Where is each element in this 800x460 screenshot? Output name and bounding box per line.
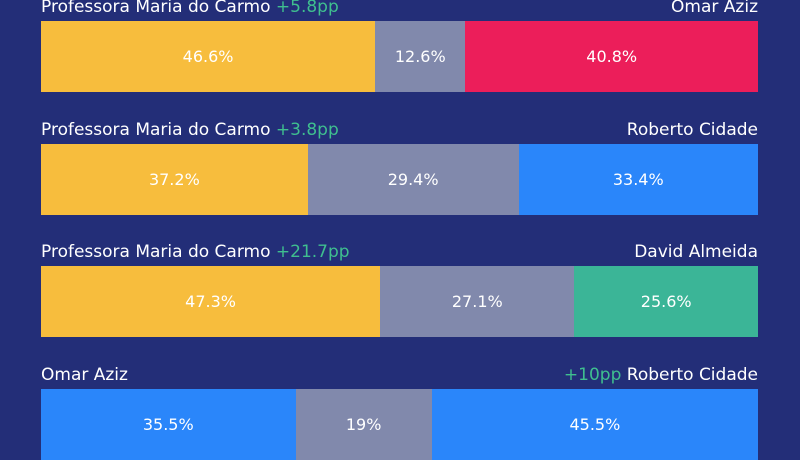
matchup-1: Professora Maria do Carmo +5.8pp Omar Az… bbox=[41, 0, 758, 92]
matchup-header: Professora Maria do Carmo +5.8pp Omar Az… bbox=[41, 0, 758, 21]
segment-value-label: 29.4% bbox=[387, 170, 439, 189]
segment-value-label: 45.5% bbox=[569, 415, 621, 434]
left-candidate-name: Professora Maria do Carmo bbox=[41, 242, 271, 262]
matchup-header: Professora Maria do Carmo +21.7pp David … bbox=[41, 236, 758, 266]
bar-segment-right-candidate: 25.6% bbox=[574, 266, 758, 337]
stacked-bar: 47.3% 27.1% 25.6% bbox=[41, 266, 758, 337]
stacked-bar: 35.5% 19% 45.5% bbox=[41, 389, 758, 460]
segment-value-label: 47.3% bbox=[185, 292, 236, 311]
bar-segment-right-candidate: 33.4% bbox=[518, 144, 758, 215]
left-candidate-label: Professora Maria do Carmo +3.8pp bbox=[41, 120, 339, 140]
right-candidate-label: David Almeida bbox=[634, 242, 758, 262]
bar-segment-right-candidate: 45.5% bbox=[431, 389, 758, 460]
left-candidate-label: Omar Aziz bbox=[41, 365, 128, 385]
bar-segment-left-candidate: 46.6% bbox=[41, 21, 376, 92]
bar-segment-undecided: 29.4% bbox=[307, 144, 519, 215]
right-candidate-name: Roberto Cidade bbox=[626, 365, 758, 385]
segment-value-label: 40.8% bbox=[586, 47, 638, 66]
left-candidate-name: Omar Aziz bbox=[41, 365, 128, 385]
segment-value-label: 12.6% bbox=[394, 47, 446, 66]
stacked-bar: 37.2% 29.4% 33.4% bbox=[41, 144, 758, 215]
bar-segment-undecided: 19% bbox=[295, 389, 432, 460]
left-candidate-label: Professora Maria do Carmo +5.8pp bbox=[41, 0, 339, 17]
bar-segment-undecided: 27.1% bbox=[380, 266, 575, 337]
matchup-2: Professora Maria do Carmo +3.8pp Roberto… bbox=[41, 114, 758, 215]
bar-segment-left-candidate: 47.3% bbox=[41, 266, 381, 337]
left-candidate-label: Professora Maria do Carmo +21.7pp bbox=[41, 242, 350, 262]
lead-margin: +5.8pp bbox=[275, 0, 339, 17]
segment-value-label: 27.1% bbox=[451, 292, 503, 311]
segment-value-label: 37.2% bbox=[148, 170, 200, 189]
right-candidate-name: David Almeida bbox=[634, 242, 758, 262]
bar-segment-right-candidate: 40.8% bbox=[465, 21, 758, 92]
left-candidate-name: Professora Maria do Carmo bbox=[41, 120, 271, 140]
bar-segment-left-candidate: 37.2% bbox=[41, 144, 308, 215]
matchup-3: Professora Maria do Carmo +21.7pp David … bbox=[41, 236, 758, 337]
stacked-bar: 46.6% 12.6% 40.8% bbox=[41, 21, 758, 92]
bar-segment-left-candidate: 35.5% bbox=[41, 389, 296, 460]
segment-value-label: 35.5% bbox=[142, 415, 194, 434]
segment-value-label: 25.6% bbox=[640, 292, 692, 311]
right-candidate-name: Omar Aziz bbox=[671, 0, 758, 17]
bar-segment-undecided: 12.6% bbox=[375, 21, 466, 92]
lead-margin: +3.8pp bbox=[275, 120, 339, 140]
lead-margin: +21.7pp bbox=[275, 242, 350, 262]
segment-value-label: 46.6% bbox=[182, 47, 234, 66]
segment-value-label: 33.4% bbox=[612, 170, 664, 189]
segment-value-label: 19% bbox=[345, 415, 382, 434]
right-candidate-label: +10pp Roberto Cidade bbox=[564, 365, 758, 385]
left-candidate-name: Professora Maria do Carmo bbox=[41, 0, 271, 17]
right-candidate-label: Omar Aziz bbox=[671, 0, 758, 17]
matchup-header: Professora Maria do Carmo +3.8pp Roberto… bbox=[41, 114, 758, 144]
lead-margin: +10pp bbox=[563, 365, 622, 385]
right-candidate-name: Roberto Cidade bbox=[626, 120, 758, 140]
right-candidate-label: Roberto Cidade bbox=[627, 120, 758, 140]
matchup-header: Omar Aziz +10pp Roberto Cidade bbox=[41, 359, 758, 389]
